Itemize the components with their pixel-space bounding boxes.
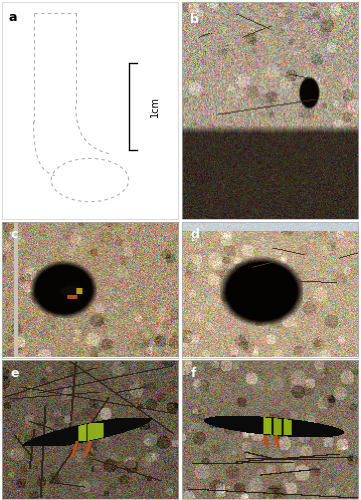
Text: c: c <box>10 228 18 241</box>
Text: 1cm: 1cm <box>150 96 160 117</box>
Text: b: b <box>190 14 199 26</box>
Text: f: f <box>190 367 196 380</box>
Text: a: a <box>9 11 17 24</box>
Text: e: e <box>10 367 19 380</box>
Text: d: d <box>190 228 199 241</box>
